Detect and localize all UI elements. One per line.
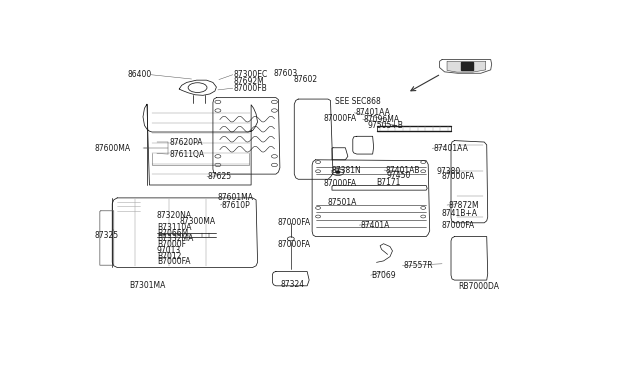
Text: 87501A: 87501A [327,198,356,207]
Text: 87324: 87324 [281,280,305,289]
Text: 87600MA: 87600MA [95,144,131,153]
Text: 87401AA: 87401AA [433,144,468,153]
Text: 87620PA: 87620PA [169,138,203,147]
Text: B7332MA: B7332MA [157,234,193,243]
Text: 87000FA: 87000FA [277,240,310,249]
Text: 87325: 87325 [95,231,119,240]
Text: 87096MA: 87096MA [364,115,400,124]
Text: 87300MA: 87300MA [179,217,215,226]
Text: B73110A: B73110A [157,223,191,232]
Circle shape [335,171,340,173]
Polygon shape [461,62,473,70]
Text: 87401AB: 87401AB [385,166,420,174]
Text: 86400: 86400 [127,70,152,79]
Text: B7069: B7069 [372,271,396,280]
Text: 87300EC: 87300EC [234,70,268,79]
Text: 87692M: 87692M [234,77,264,86]
Text: 87000FB: 87000FB [234,84,268,93]
Text: 87320NA: 87320NA [157,211,192,219]
Text: 87602: 87602 [293,74,317,83]
Text: RB7000DA: RB7000DA [458,282,499,291]
Text: 8741B+A: 8741B+A [441,209,477,218]
Text: 97013: 97013 [157,246,181,255]
Text: 87557R: 87557R [403,261,433,270]
Polygon shape [447,61,486,72]
Text: B7000F: B7000F [157,240,186,249]
Text: 87000FA: 87000FA [441,221,474,230]
Text: B7171: B7171 [376,178,401,187]
Text: 87601MA: 87601MA [218,193,254,202]
Text: 87401A: 87401A [360,221,390,230]
Text: 87610P: 87610P [221,201,250,209]
Text: 87872M: 87872M [448,201,479,209]
Text: 87000FA: 87000FA [277,218,310,227]
Text: 97380: 97380 [436,167,460,176]
Text: 87611QA: 87611QA [169,150,204,158]
Text: 87000FA: 87000FA [323,114,356,123]
Text: 87000FA: 87000FA [323,179,356,188]
Text: 87401AA: 87401AA [355,108,390,117]
Text: B7012: B7012 [157,251,181,260]
Text: 87603: 87603 [273,69,298,78]
Text: 97450: 97450 [387,171,411,180]
Text: SEE SEC868: SEE SEC868 [335,97,381,106]
Text: B7000FA: B7000FA [157,257,190,266]
Text: 87381N: 87381N [332,166,362,175]
Text: 97505+B: 97505+B [367,121,404,130]
Text: 87625: 87625 [208,172,232,181]
Text: 87000FA: 87000FA [441,173,474,182]
Text: B7066M: B7066M [157,229,188,238]
Text: B7301MA: B7301MA [129,281,166,290]
